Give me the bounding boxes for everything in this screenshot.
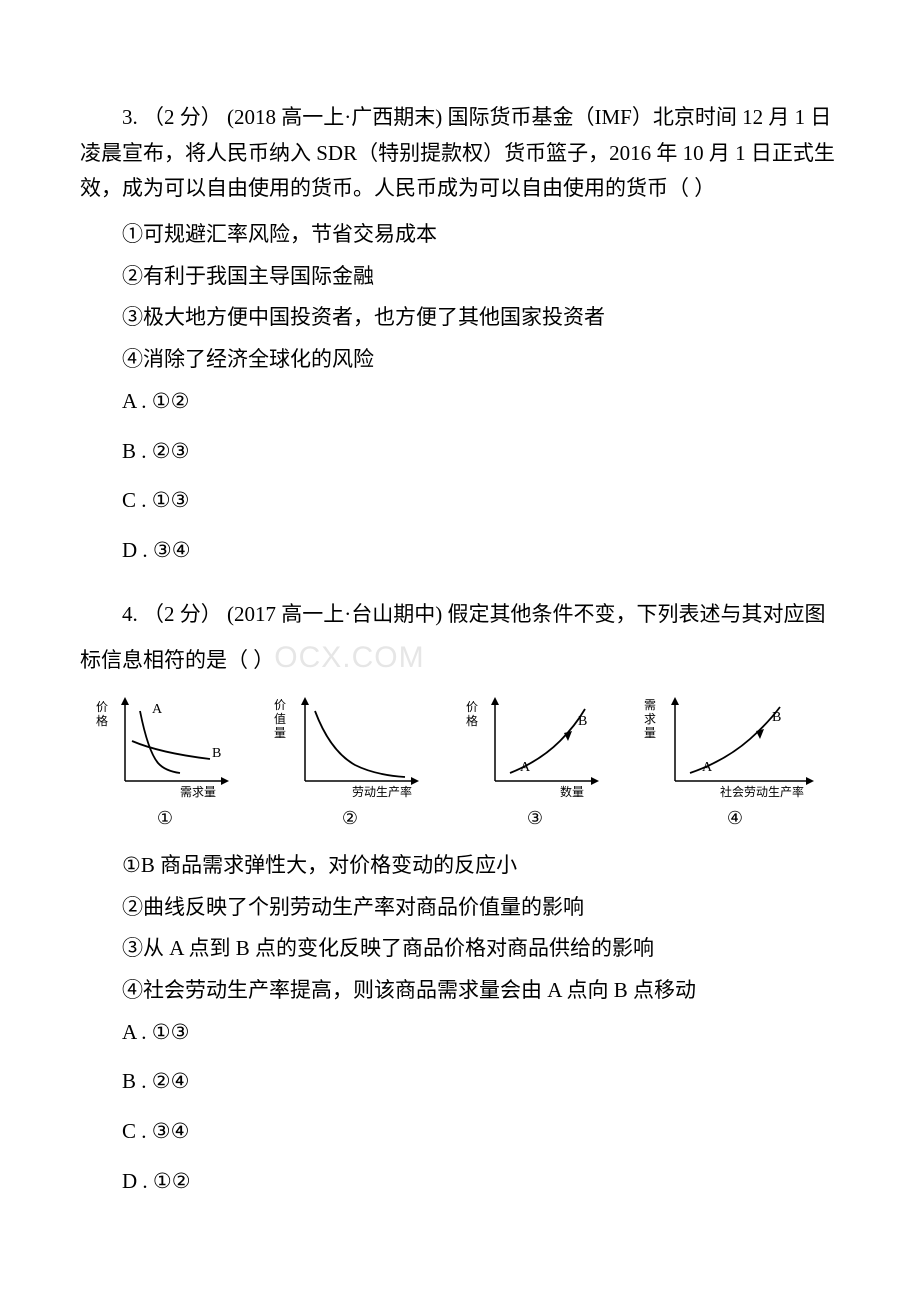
svg-text:价: 价 — [466, 700, 478, 714]
charts-row: 价 格 需求量 A B ① 价 值 量 劳动生产率 — [80, 691, 840, 834]
svg-text:量: 量 — [274, 726, 286, 740]
svg-text:B: B — [772, 710, 781, 725]
chart-2-xlabel: 劳动生产率 — [352, 784, 412, 799]
q4-stem-1: ①B 商品需求弹性大，对价格变动的反应小 — [80, 848, 840, 884]
question-3: 3. （2 分） (2018 高一上·广西期末) 国际货币基金（IMF）北京时间… — [80, 100, 840, 569]
q4-option-a: A . ①③ — [80, 1015, 840, 1051]
svg-text:值: 值 — [274, 711, 286, 726]
q4-stem-2: ②曲线反映了个别劳动生产率对商品价值量的影响 — [80, 890, 840, 926]
chart-1: 价 格 需求量 A B ① — [90, 691, 240, 834]
chart-3-svg: 价 格 数量 A B — [460, 691, 610, 801]
q4-option-c: C . ③④ — [80, 1114, 840, 1150]
svg-text:价: 价 — [274, 698, 286, 712]
chart-1-ylabel: 价 — [96, 700, 108, 714]
q3-stem-4: ④消除了经济全球化的风险 — [80, 342, 840, 378]
chart-4-xlabel: 社会劳动生产率 — [720, 784, 804, 799]
chart-2: 价 值 量 劳动生产率 ② — [270, 691, 430, 834]
svg-text:B: B — [578, 714, 587, 729]
question-4: 4. （2 分） (2017 高一上·台山期中) 假定其他条件不变，下列表述与其… — [80, 597, 840, 1200]
svg-text:量: 量 — [644, 726, 656, 740]
chart-3: 价 格 数量 A B ③ — [460, 691, 610, 834]
svg-text:A: A — [520, 760, 531, 775]
q4-stem-3: ③从 A 点到 B 点的变化反映了商品价格对商品供给的影响 — [80, 931, 840, 967]
q3-option-b: B . ②③ — [80, 434, 840, 470]
q3-text: 3. （2 分） (2018 高一上·广西期末) 国际货币基金（IMF）北京时间… — [80, 100, 840, 207]
chart-1-xlabel: 需求量 — [180, 785, 216, 799]
q3-stem-2: ②有利于我国主导国际金融 — [80, 259, 840, 295]
q4-stem-4: ④社会劳动生产率提高，则该商品需求量会由 A 点向 B 点移动 — [80, 973, 840, 1009]
chart-4: 需 求 量 社会劳动生产率 A B ④ — [640, 691, 830, 834]
q3-option-a: A . ①② — [80, 384, 840, 420]
chart-4-svg: 需 求 量 社会劳动生产率 A B — [640, 691, 830, 801]
q3-option-d: D . ③④ — [80, 533, 840, 569]
svg-text:格: 格 — [96, 713, 108, 728]
watermark-text: OCX.COM — [274, 641, 424, 674]
svg-text:需: 需 — [644, 698, 656, 712]
svg-text:格: 格 — [466, 713, 478, 728]
q3-option-c: C . ①③ — [80, 483, 840, 519]
chart-1-svg: 价 格 需求量 A B — [90, 691, 240, 801]
svg-text:B: B — [212, 746, 221, 761]
svg-text:求: 求 — [644, 712, 656, 726]
chart-3-xlabel: 数量 — [560, 784, 584, 799]
svg-text:A: A — [702, 760, 713, 775]
chart-2-svg: 价 值 量 劳动生产率 — [270, 691, 430, 801]
q4-text: 4. （2 分） (2017 高一上·台山期中) 假定其他条件不变，下列表述与其… — [80, 597, 840, 684]
q4-option-d: D . ①② — [80, 1164, 840, 1200]
q3-stem-1: ①可规避汇率风险，节省交易成本 — [80, 217, 840, 253]
chart-3-num: ③ — [527, 803, 543, 834]
q4-text-content: 4. （2 分） (2017 高一上·台山期中) 假定其他条件不变，下列表述与其… — [80, 602, 825, 673]
q4-option-b: B . ②④ — [80, 1064, 840, 1100]
svg-text:A: A — [152, 702, 163, 717]
q3-stem-3: ③极大地方便中国投资者，也方便了其他国家投资者 — [80, 300, 840, 336]
chart-2-num: ② — [342, 803, 358, 834]
chart-1-num: ① — [157, 803, 173, 834]
chart-4-num: ④ — [727, 803, 743, 834]
